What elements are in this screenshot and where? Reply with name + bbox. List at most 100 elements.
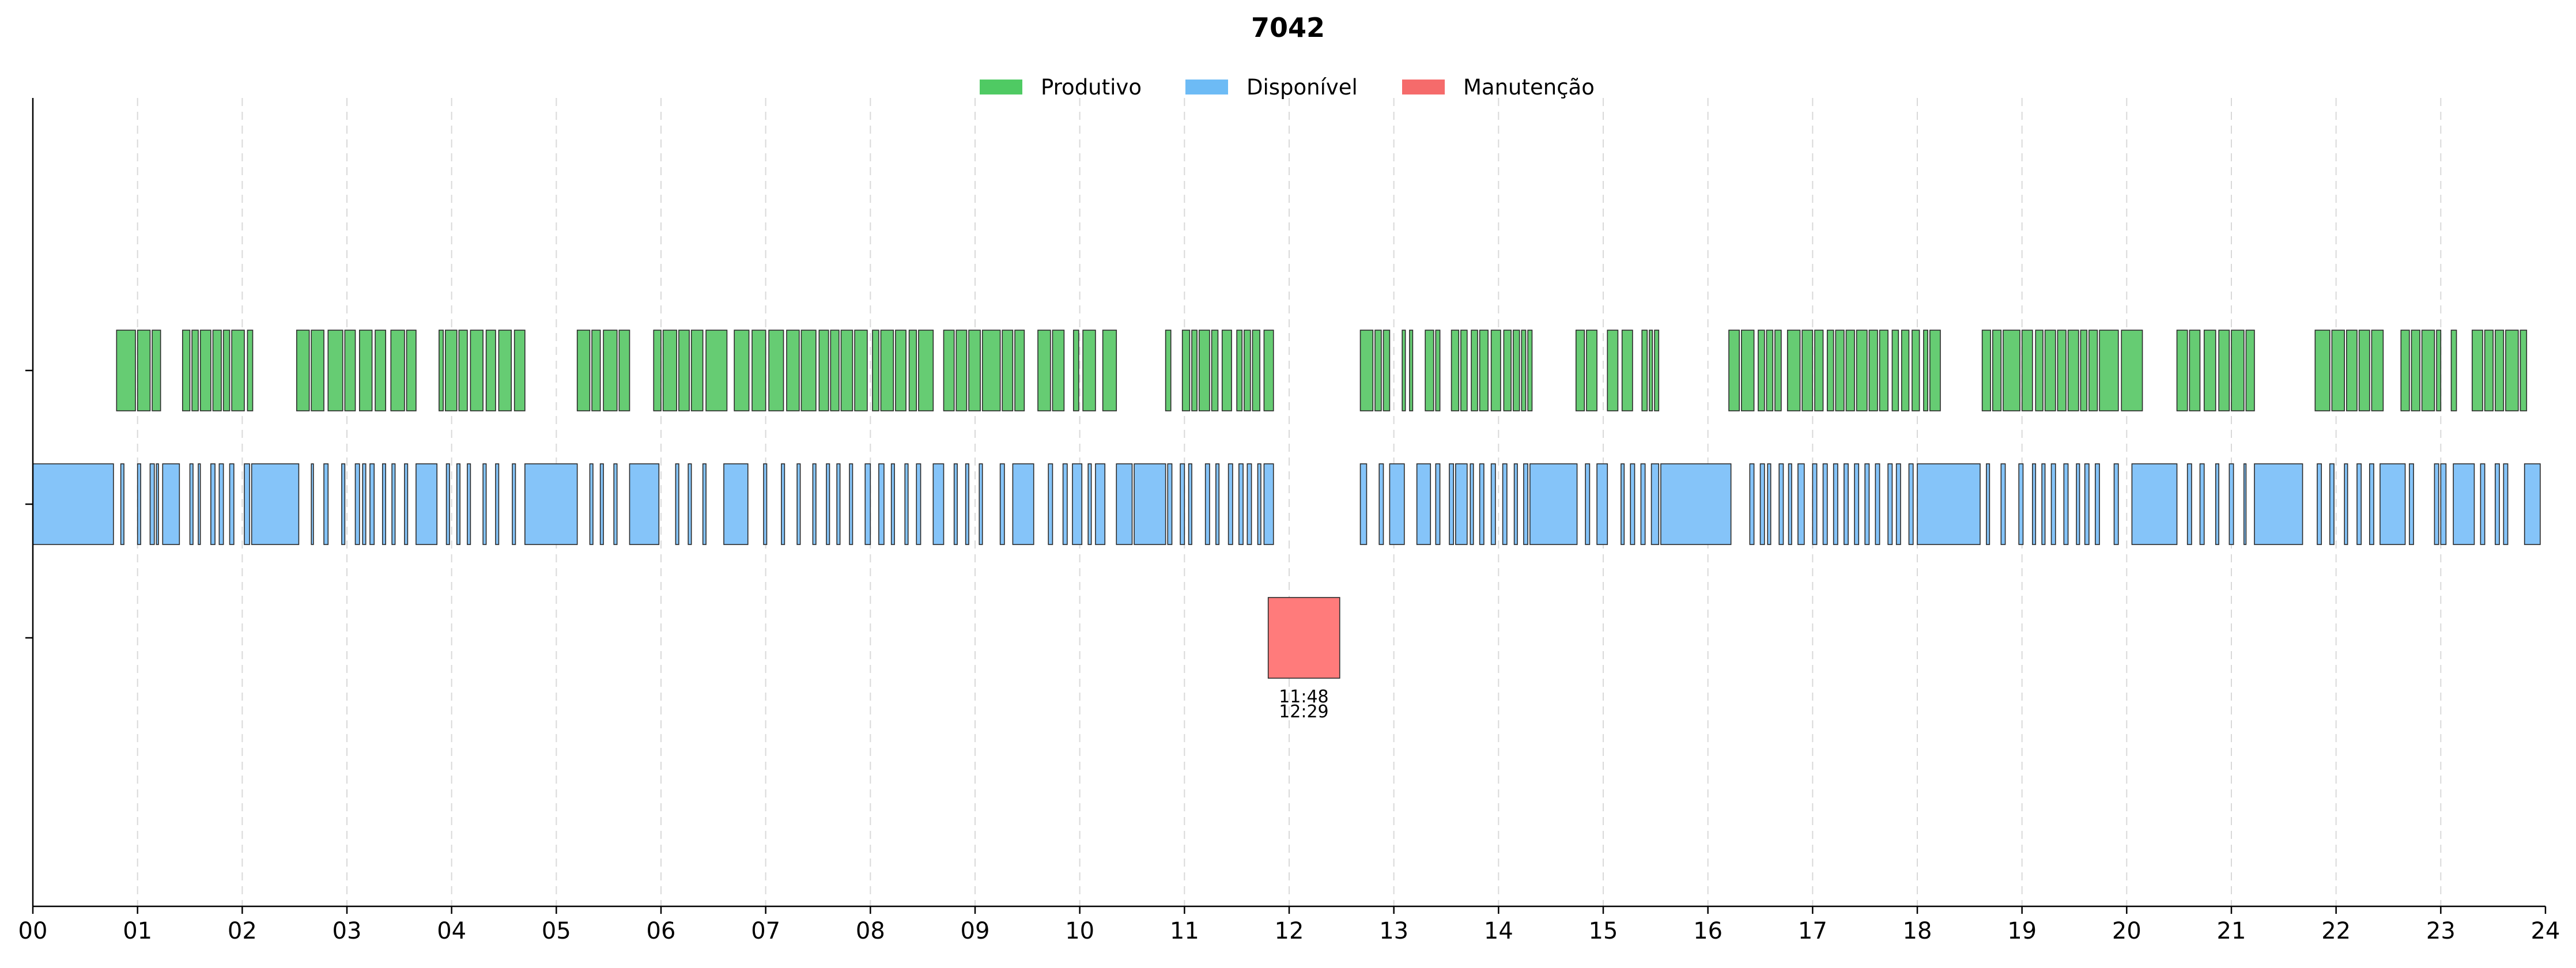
- bar-produtivo: [2472, 330, 2483, 411]
- bar-disponivel: [2018, 463, 2024, 545]
- bar-produtivo: [1607, 330, 1619, 411]
- x-tick-label: 22: [2321, 918, 2351, 944]
- bar-disponivel: [1238, 463, 1244, 545]
- bar-disponivel: [323, 463, 329, 545]
- bar-produtivo: [1621, 330, 1633, 411]
- bar-produtivo: [1649, 330, 1653, 411]
- bar-disponivel: [2199, 463, 2205, 545]
- bar-produtivo: [1758, 330, 1765, 411]
- bar-produtivo: [880, 330, 894, 411]
- bar-disponivel: [120, 463, 124, 545]
- x-tick-label: 08: [856, 918, 885, 944]
- bar-disponivel: [2215, 463, 2219, 545]
- legend-swatch-disponivel: [1185, 80, 1228, 94]
- bar-produtivo: [485, 330, 496, 411]
- bar-produtivo: [618, 330, 630, 411]
- bar-produtivo: [231, 330, 245, 411]
- bar-produtivo: [2003, 330, 2020, 411]
- bar-disponivel: [1749, 463, 1755, 545]
- bar-produtivo: [2021, 330, 2033, 411]
- bar-produtivo: [1052, 330, 1065, 411]
- bar-produtivo: [1801, 330, 1814, 411]
- bar-produtivo: [768, 330, 784, 411]
- bar-manutencao: [1267, 597, 1340, 679]
- bar-disponivel: [1596, 463, 1608, 545]
- bar-disponivel: [1048, 463, 1053, 545]
- bar-disponivel: [1095, 463, 1106, 545]
- bar-disponivel: [864, 463, 871, 545]
- bar-produtivo: [1766, 330, 1774, 411]
- bar-disponivel: [2243, 463, 2247, 545]
- timeline-bars: [32, 330, 2541, 679]
- bar-produtivo: [2484, 330, 2494, 411]
- bar-produtivo: [1181, 330, 1191, 411]
- bar-disponivel: [467, 463, 471, 545]
- bar-produtivo: [2520, 330, 2528, 411]
- bar-produtivo: [375, 330, 387, 411]
- bar-produtivo: [1741, 330, 1755, 411]
- bar-produtivo: [2314, 330, 2331, 411]
- x-tick-label: 18: [1903, 918, 1932, 944]
- bar-produtivo: [2218, 330, 2230, 411]
- bar-disponivel: [2434, 463, 2439, 545]
- bar-produtivo: [1879, 330, 1888, 411]
- x-tick-label: 20: [2112, 918, 2141, 944]
- legend-swatch-manutencao: [1402, 80, 1445, 94]
- bar-produtivo: [690, 330, 704, 411]
- bar-disponivel: [2329, 463, 2335, 545]
- bar-produtivo: [2411, 330, 2420, 411]
- bar-produtivo: [734, 330, 750, 411]
- bar-produtivo: [2088, 330, 2098, 411]
- x-tick-label: 01: [123, 918, 152, 944]
- bar-produtivo: [603, 330, 618, 411]
- bar-disponivel: [2095, 463, 2100, 545]
- bar-produtivo: [1992, 330, 2002, 411]
- x-tick-label: 10: [1065, 918, 1094, 944]
- bar-disponivel: [354, 463, 360, 545]
- bar-produtivo: [2231, 330, 2245, 411]
- bar-produtivo: [327, 330, 343, 411]
- bar-disponivel: [2000, 463, 2006, 545]
- bar-produtivo: [1901, 330, 1910, 411]
- bar-produtivo: [2331, 330, 2345, 411]
- bar-disponivel: [1887, 463, 1893, 545]
- bar-disponivel: [495, 463, 500, 545]
- annotation-end-time: 12:29: [1279, 702, 1328, 722]
- x-tick-label: 23: [2426, 918, 2456, 944]
- legend-swatch-produtivo: [980, 80, 1022, 94]
- bar-produtivo: [1490, 330, 1501, 411]
- bar-produtivo: [2067, 330, 2079, 411]
- bar-produtivo: [1236, 330, 1243, 411]
- bar-produtivo: [116, 330, 136, 411]
- bar-disponivel: [1797, 463, 1805, 545]
- x-tick-label: 13: [1379, 918, 1408, 944]
- bar-produtivo: [830, 330, 840, 411]
- bar-produtivo: [1191, 330, 1198, 411]
- bar-disponivel: [2494, 463, 2500, 545]
- legend: Produtivo Disponível Manutenção: [980, 75, 1595, 100]
- bar-disponivel: [999, 463, 1005, 545]
- bar-disponivel: [702, 463, 707, 545]
- bar-produtivo: [1981, 330, 1991, 411]
- bar-produtivo: [653, 330, 662, 411]
- bar-produtivo: [2121, 330, 2143, 411]
- bar-produtivo: [2057, 330, 2067, 411]
- bar-disponivel: [2041, 463, 2046, 545]
- bar-produtivo: [1826, 330, 1834, 411]
- bar-disponivel: [836, 463, 841, 545]
- bar-disponivel: [1640, 463, 1646, 545]
- bar-disponivel: [1812, 463, 1818, 545]
- bar-disponivel: [1072, 463, 1083, 545]
- bar-disponivel: [2503, 463, 2509, 545]
- bar-disponivel: [341, 463, 346, 545]
- bar-disponivel: [763, 463, 768, 545]
- bar-produtivo: [1868, 330, 1878, 411]
- bar-produtivo: [1435, 330, 1441, 411]
- bar-disponivel: [1822, 463, 1828, 545]
- bar-produtivo: [2358, 330, 2370, 411]
- bar-produtivo: [1912, 330, 1920, 411]
- bar-disponivel: [1759, 463, 1765, 545]
- bar-disponivel: [362, 463, 367, 545]
- bar-disponivel: [688, 463, 692, 545]
- bar-produtivo: [1252, 330, 1260, 411]
